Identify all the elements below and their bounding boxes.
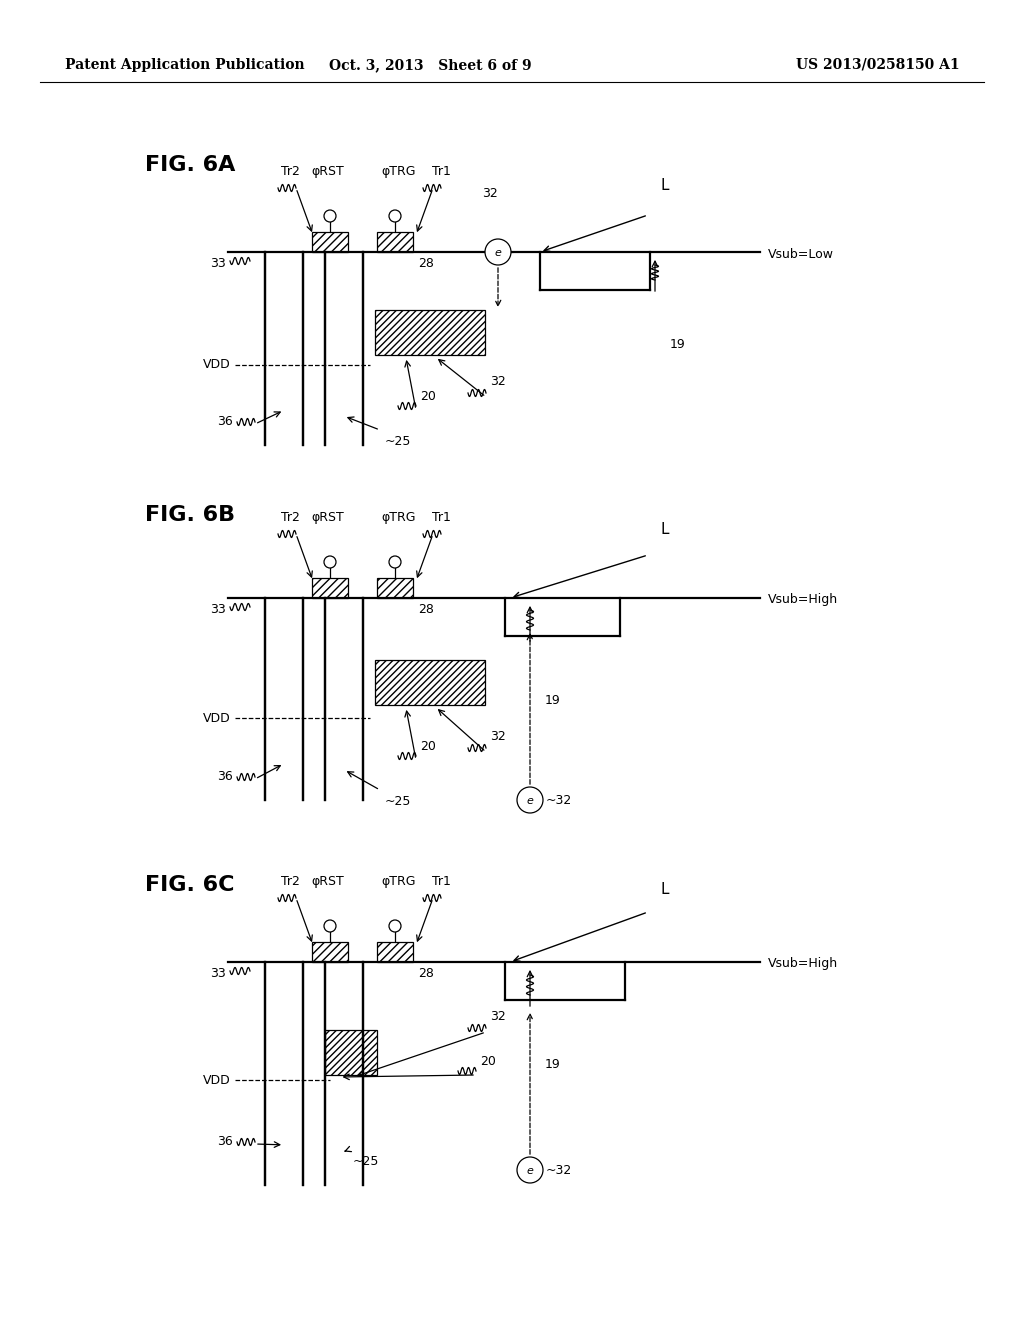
Bar: [265, 252, 303, 445]
Text: 36: 36: [217, 1135, 233, 1148]
Bar: [325, 325, 362, 445]
Text: 33: 33: [210, 257, 226, 271]
Bar: [377, 942, 413, 962]
Bar: [265, 598, 303, 800]
Text: 33: 33: [210, 968, 226, 979]
Text: 28: 28: [418, 603, 434, 616]
Circle shape: [389, 556, 401, 568]
Text: φRST: φRST: [311, 875, 344, 888]
Text: L: L: [660, 523, 670, 537]
Circle shape: [485, 239, 511, 265]
Text: e: e: [526, 796, 534, 807]
Text: Tr1: Tr1: [431, 875, 451, 888]
Bar: [377, 232, 413, 252]
Text: Vsub=High: Vsub=High: [768, 594, 838, 606]
Text: 28: 28: [418, 257, 434, 271]
Circle shape: [517, 787, 543, 813]
Text: 32: 32: [490, 375, 506, 388]
Text: Vsub=High: Vsub=High: [768, 957, 838, 970]
Text: 33: 33: [210, 603, 226, 616]
Bar: [312, 578, 348, 598]
Text: Tr2: Tr2: [281, 875, 299, 888]
Text: FIG. 6B: FIG. 6B: [145, 506, 236, 525]
Text: US 2013/0258150 A1: US 2013/0258150 A1: [797, 58, 961, 73]
Text: Tr1: Tr1: [431, 511, 451, 524]
Text: 36: 36: [217, 770, 233, 783]
Text: 20: 20: [420, 741, 436, 752]
Text: VDD: VDD: [203, 711, 231, 725]
Text: ~32: ~32: [546, 795, 572, 808]
Bar: [325, 1047, 362, 1185]
Text: Oct. 3, 2013   Sheet 6 of 9: Oct. 3, 2013 Sheet 6 of 9: [329, 58, 531, 73]
Bar: [265, 962, 303, 1185]
Bar: [325, 1030, 377, 1074]
Text: 19: 19: [545, 1059, 561, 1072]
Text: VDD: VDD: [203, 1073, 231, 1086]
Text: Patent Application Publication: Patent Application Publication: [65, 58, 304, 73]
Text: FIG. 6C: FIG. 6C: [145, 875, 234, 895]
Text: Tr1: Tr1: [431, 165, 451, 178]
Text: 20: 20: [420, 389, 436, 403]
Text: 32: 32: [490, 1010, 506, 1023]
Bar: [375, 310, 485, 355]
Text: 19: 19: [670, 338, 686, 351]
Bar: [377, 578, 413, 598]
Bar: [312, 232, 348, 252]
Circle shape: [517, 1158, 543, 1183]
Text: Vsub=Low: Vsub=Low: [768, 248, 834, 260]
Text: e: e: [526, 1166, 534, 1176]
Text: 32: 32: [482, 187, 498, 201]
Bar: [325, 675, 362, 800]
Text: 20: 20: [480, 1055, 496, 1068]
Bar: [375, 660, 485, 705]
Circle shape: [324, 556, 336, 568]
Text: φTRG: φTRG: [382, 165, 416, 178]
Text: φTRG: φTRG: [382, 511, 416, 524]
Text: 28: 28: [418, 968, 434, 979]
Text: 36: 36: [217, 414, 233, 428]
Text: FIG. 6A: FIG. 6A: [145, 154, 236, 176]
Text: φRST: φRST: [311, 165, 344, 178]
Text: VDD: VDD: [203, 359, 231, 371]
Circle shape: [389, 920, 401, 932]
Text: Tr2: Tr2: [281, 511, 299, 524]
Text: ~32: ~32: [546, 1164, 572, 1177]
Text: L: L: [660, 883, 670, 898]
Text: 32: 32: [490, 730, 506, 743]
Text: ~25: ~25: [385, 795, 412, 808]
Text: 19: 19: [545, 693, 561, 706]
Text: L: L: [660, 177, 670, 193]
Text: ~25: ~25: [385, 436, 412, 447]
Text: Tr2: Tr2: [281, 165, 299, 178]
Text: e: e: [495, 248, 502, 257]
Circle shape: [324, 920, 336, 932]
Circle shape: [389, 210, 401, 222]
Text: φTRG: φTRG: [382, 875, 416, 888]
Text: ~25: ~25: [353, 1155, 379, 1168]
Text: φRST: φRST: [311, 511, 344, 524]
Bar: [312, 942, 348, 962]
Circle shape: [324, 210, 336, 222]
